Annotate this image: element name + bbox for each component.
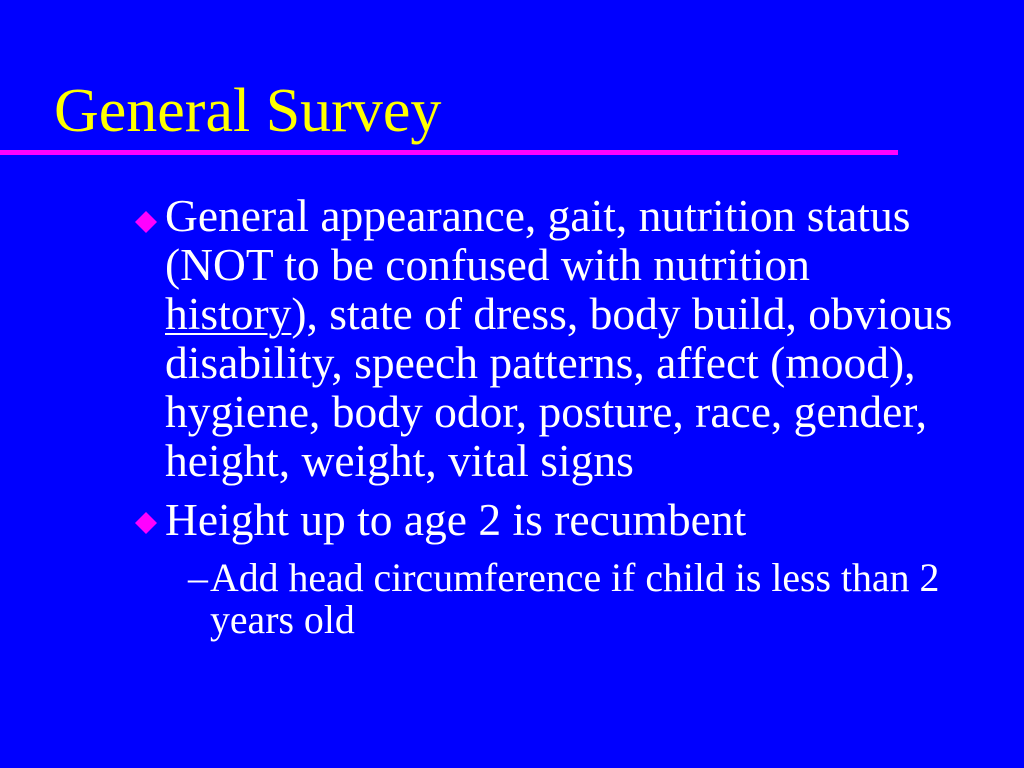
sub-bullet-line-2: years old: [210, 598, 355, 642]
bullet-2-line-1: Height up to age 2 is recumbent: [165, 494, 747, 545]
underlined-term: history: [165, 288, 292, 339]
sub-bullet-dash: –: [188, 556, 208, 600]
bullet-1-line-3: history), state of dress, body build, ob…: [165, 289, 952, 338]
slide-title: General Survey: [54, 77, 442, 145]
bullet-1-line-1: General appearance, gait, nutrition stat…: [165, 190, 911, 241]
bullet-1-line-2: (NOT to be confused with nutrition: [165, 239, 810, 290]
sub-bullet-line-1: Add head circumference if child is less …: [210, 556, 940, 600]
diamond-bullet-icon: [134, 511, 158, 535]
title-divider: [0, 150, 898, 155]
bullet-1-line-4: disability, speech patterns, affect (moo…: [165, 337, 916, 388]
bullet-1-line-3-rest: ), state of dress, body build, obvious: [291, 288, 953, 339]
diamond-bullet-icon: [134, 210, 158, 234]
bullet-1-line-6: height, weight, vital signs: [165, 435, 634, 486]
bullet-1-line-5: hygiene, body odor, posture, race, gende…: [165, 386, 928, 437]
